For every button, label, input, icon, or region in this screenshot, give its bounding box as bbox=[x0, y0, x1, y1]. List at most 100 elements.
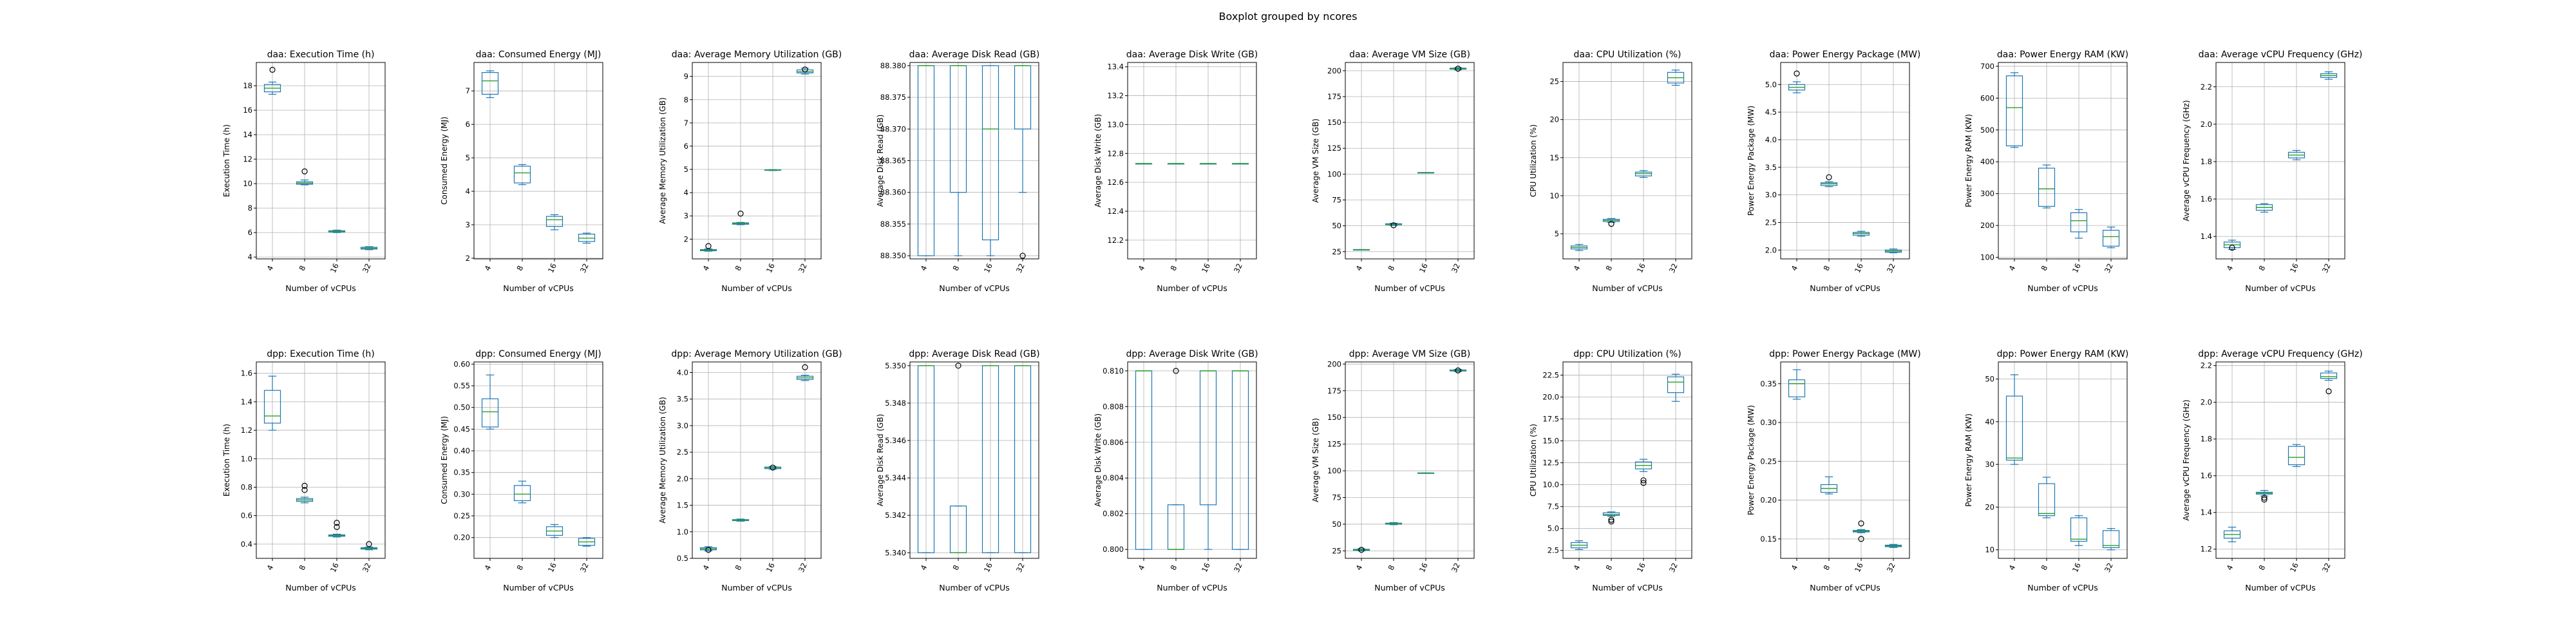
box-4 bbox=[1570, 243, 1588, 251]
x-tick-label: 32 bbox=[2320, 262, 2333, 274]
axes-frame bbox=[473, 62, 603, 260]
box-32 bbox=[578, 232, 596, 244]
y-tick-label: 16 bbox=[243, 106, 252, 115]
box-32 bbox=[796, 66, 814, 75]
subplot-title: daa: Average Memory Utilization (GB) bbox=[672, 50, 842, 60]
box-iqr bbox=[2102, 530, 2120, 549]
y-tick-label: 1.8 bbox=[2201, 157, 2212, 166]
box-16 bbox=[764, 169, 782, 171]
axes-frame bbox=[1780, 361, 1910, 559]
box-32 bbox=[1884, 248, 1902, 254]
box-32 bbox=[1014, 365, 1032, 553]
y-tick-label: 150 bbox=[1327, 413, 1341, 422]
x-tick-label: 8 bbox=[1821, 564, 1832, 572]
x-tick-label: 16 bbox=[982, 562, 994, 574]
x-tick-label: 16 bbox=[2070, 562, 2083, 574]
subplot-title: daa: Execution Time (h) bbox=[267, 50, 375, 60]
y-axis-label: Consumed Energy (MJ) bbox=[440, 117, 449, 205]
y-axis-label: Power Energy RAM (KW) bbox=[1964, 413, 1973, 507]
outlier-point bbox=[705, 547, 712, 553]
box-8 bbox=[949, 363, 967, 553]
y-tick-label: 6 bbox=[684, 142, 688, 151]
y-axis-label: Average Disk Write (GB) bbox=[1094, 413, 1103, 507]
y-tick-label: 0.808 bbox=[1103, 402, 1124, 411]
box-iqr bbox=[2005, 395, 2023, 461]
x-tick-label: 32 bbox=[797, 262, 809, 274]
x-axis-label: Number of vCPUs bbox=[2245, 283, 2316, 293]
y-tick-label: 300 bbox=[1980, 189, 1994, 198]
box-iqr bbox=[1667, 376, 1685, 393]
figure-suptitle: Boxplot grouped by ncores bbox=[1219, 10, 1358, 23]
outlier-point bbox=[1173, 368, 1179, 374]
y-tick-label: 0.5 bbox=[677, 554, 688, 563]
y-tick-label: 18 bbox=[243, 81, 252, 90]
y-tick-label: 2.5 bbox=[677, 448, 688, 457]
x-tick-label: 8 bbox=[2039, 564, 2049, 572]
x-axis-label: Number of vCPUs bbox=[285, 583, 356, 592]
subplot-3: 2 3 4 5 6 7 8 9 4 8 16 32 daa: Average Memory Utiliz… bbox=[658, 50, 842, 293]
y-tick-label: 7 bbox=[466, 86, 470, 95]
subplot-title: dpp: Average VM Size (GB) bbox=[1349, 349, 1470, 359]
y-tick-label: 6 bbox=[248, 228, 252, 237]
x-tick-label: 4 bbox=[1354, 564, 1364, 572]
x-tick-label: 4 bbox=[2224, 564, 2235, 572]
subplot-title: dpp: CPU Utilization (%) bbox=[1573, 349, 1681, 359]
x-tick-label: 16 bbox=[1200, 262, 1212, 274]
x-axis-label: Number of vCPUs bbox=[939, 283, 1010, 293]
subplot-15: 0.800 0.802 0.804 0.806 0.808 0.810 4 8 16 32 dpp:… bbox=[1094, 349, 1258, 592]
y-tick-label: 1.6 bbox=[2201, 194, 2212, 204]
box-8 bbox=[1385, 522, 1403, 526]
y-tick-label: 88.365 bbox=[880, 156, 906, 166]
y-tick-label: 0.55 bbox=[453, 381, 470, 390]
x-axis-label: Number of vCPUs bbox=[1592, 283, 1663, 293]
subplot-19: 10 20 30 40 50 4 8 16 32 dpp: Power Energy RAM (K… bbox=[1964, 349, 2128, 592]
x-tick-label: 32 bbox=[1232, 262, 1244, 274]
y-axis-label: Average VM Size (GB) bbox=[1311, 418, 1320, 502]
y-tick-label: 700 bbox=[1980, 62, 1994, 71]
y-tick-label: 5.0 bbox=[1548, 524, 1559, 533]
subplot-title: dpp: Power Energy RAM (KW) bbox=[1997, 349, 2129, 359]
subplot-title: dpp: Average vCPU Frequency (GHz) bbox=[2198, 349, 2362, 359]
axes-frame bbox=[256, 361, 386, 559]
axes-frame bbox=[1562, 361, 1692, 559]
x-tick-label: 8 bbox=[1386, 564, 1396, 572]
y-tick-label: 88.380 bbox=[880, 61, 906, 70]
box-4 bbox=[481, 374, 499, 430]
x-tick-label: 8 bbox=[733, 264, 743, 272]
y-tick-label: 600 bbox=[1980, 93, 1994, 102]
y-tick-label: 0.15 bbox=[1760, 535, 1777, 544]
subplot-20: 1.2 1.4 1.6 1.8 2.0 2.2 4 8 16 32 dpp: Average vCP… bbox=[2182, 349, 2363, 592]
subplot-9: 100 200 300 400 500 600 700 4 8 16 32 daa: Power En… bbox=[1964, 50, 2128, 293]
box-8 bbox=[1820, 476, 1838, 495]
y-tick-label: 100 bbox=[1980, 253, 1994, 262]
box-32 bbox=[1449, 66, 1467, 72]
y-tick-label: 2.2 bbox=[2201, 82, 2212, 91]
y-tick-label: 100 bbox=[1327, 466, 1341, 475]
y-axis-label: Execution Time (h) bbox=[222, 424, 231, 497]
x-tick-label: 8 bbox=[1604, 564, 1614, 572]
y-tick-label: 5 bbox=[1555, 229, 1559, 238]
subplot-18: 0.15 0.20 0.25 0.30 0.35 4 8 16 32 dpp: Power Ene… bbox=[1747, 349, 1921, 592]
x-tick-label: 8 bbox=[2257, 264, 2267, 272]
subplot-title: daa: Average VM Size (GB) bbox=[1349, 50, 1470, 60]
box-4 bbox=[1352, 249, 1370, 251]
box-iqr bbox=[513, 485, 531, 502]
y-tick-label: 500 bbox=[1980, 126, 1994, 135]
box-iqr bbox=[481, 398, 499, 428]
y-tick-label: 5.340 bbox=[885, 548, 906, 557]
outlier-point bbox=[1858, 536, 1864, 542]
x-axis-label: Number of vCPUs bbox=[721, 583, 792, 592]
box-iqr bbox=[513, 166, 531, 184]
box-iqr bbox=[1788, 379, 1806, 397]
x-axis-label: Number of vCPUs bbox=[503, 283, 574, 293]
box-4 bbox=[1135, 370, 1153, 550]
y-axis-label: Power Energy Package (MW) bbox=[1747, 405, 1756, 515]
outlier-point bbox=[1640, 480, 1647, 486]
outlier-point bbox=[2261, 495, 2268, 501]
y-tick-label: 0.25 bbox=[453, 511, 470, 520]
x-tick-label: 16 bbox=[1635, 562, 1647, 574]
y-tick-label: 1.5 bbox=[677, 501, 688, 510]
y-tick-label: 0.35 bbox=[453, 468, 470, 477]
box-iqr bbox=[263, 390, 281, 424]
